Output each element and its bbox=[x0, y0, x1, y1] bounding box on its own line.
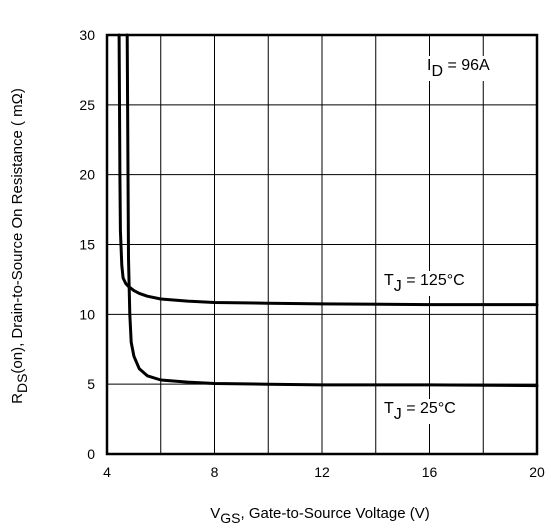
y-tick-label: 25 bbox=[79, 97, 95, 113]
y-tick-label: 15 bbox=[79, 237, 95, 253]
drain-current-annotation: ID = 96A bbox=[427, 57, 490, 80]
x-tick-label: 8 bbox=[211, 464, 219, 480]
x-tick-label: 12 bbox=[314, 464, 330, 480]
series-label-symbol: T bbox=[384, 272, 394, 289]
y-axis-rest: (on), Drain-to-Source On Resistance ( mΩ… bbox=[9, 88, 26, 373]
y-axis-title: RDS(on), Drain-to-Source On Resistance (… bbox=[9, 88, 30, 404]
series-label-value: = 125°C bbox=[402, 272, 465, 289]
series-label-subscript: J bbox=[394, 278, 402, 295]
tick-labels: 4 8 12 16 20 0 5 10 15 20 25 30 bbox=[79, 27, 545, 480]
annotation-subscript: D bbox=[431, 63, 443, 80]
x-axis-title: VGS, Gate-to-Source Voltage (V) bbox=[210, 505, 430, 526]
x-axis-symbol: V bbox=[210, 505, 220, 522]
x-axis-subscript: GS bbox=[220, 510, 240, 526]
x-tick-label: 4 bbox=[103, 464, 111, 480]
series-label-subscript: J bbox=[394, 406, 402, 423]
y-tick-label: 30 bbox=[79, 27, 95, 43]
y-tick-label: 20 bbox=[79, 167, 95, 183]
series-line-25c bbox=[125, 33, 539, 388]
grid-layer bbox=[107, 35, 537, 454]
label-backdrop bbox=[381, 399, 459, 424]
plot-frame bbox=[105, 33, 539, 456]
y-tick-label: 5 bbox=[87, 376, 95, 392]
series-line-125c bbox=[117, 33, 539, 307]
series-label-value: = 25°C bbox=[402, 400, 456, 417]
x-tick-label: 16 bbox=[422, 464, 438, 480]
y-axis-subscript: DS bbox=[14, 374, 30, 393]
label-backdrop bbox=[381, 271, 468, 296]
y-tick-label: 0 bbox=[87, 446, 95, 462]
annotation-value: = 96A bbox=[443, 57, 490, 74]
series-label-25c: TJ = 25°C bbox=[384, 400, 456, 423]
x-tick-label: 20 bbox=[529, 464, 545, 480]
y-axis-symbol: R bbox=[9, 393, 26, 404]
series-label-symbol: T bbox=[384, 400, 394, 417]
x-axis-rest: , Gate-to-Source Voltage (V) bbox=[240, 505, 429, 522]
series-label-125c: TJ = 125°C bbox=[384, 272, 465, 295]
y-tick-label: 10 bbox=[79, 306, 95, 322]
label-backdrop bbox=[424, 56, 494, 81]
annotation-symbol: I bbox=[427, 57, 431, 74]
series-layer bbox=[117, 33, 539, 388]
